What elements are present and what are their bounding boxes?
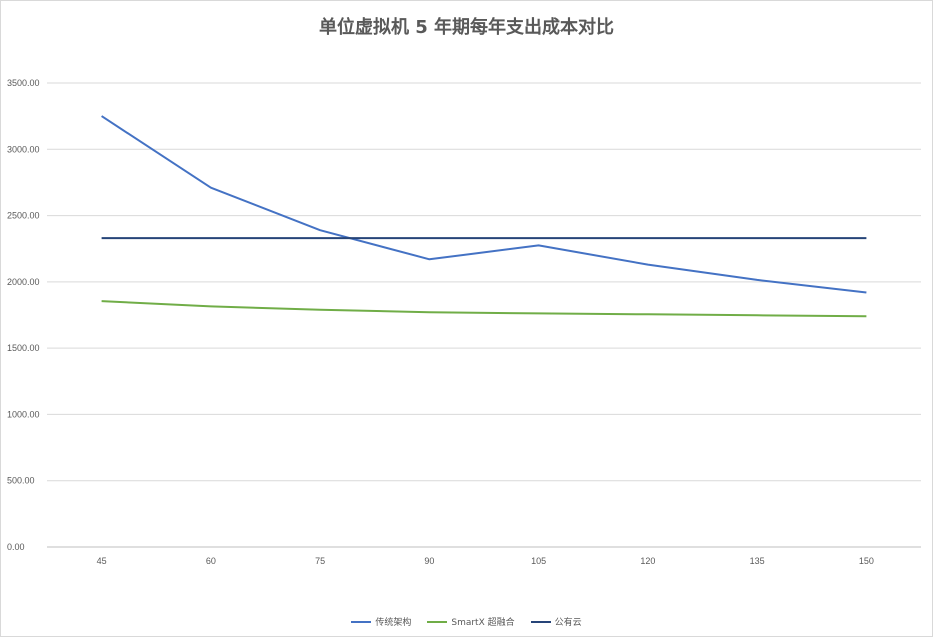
legend-swatch (427, 620, 448, 623)
x-tick-label: 75 (315, 556, 325, 566)
series-line-2 (101, 300, 867, 318)
y-tick-label: 3500.00 (7, 78, 40, 88)
y-tick-label: 2500.00 (7, 211, 40, 221)
legend-swatch (530, 620, 551, 623)
y-tick-label: 3000.00 (7, 144, 40, 154)
y-tick-label: 1500.00 (7, 343, 40, 353)
legend-label: SmartX 超融合 (451, 618, 515, 628)
x-tick-label: 150 (859, 556, 874, 566)
x-tick-label: 120 (640, 556, 655, 566)
y-tick-label: 500.00 (7, 476, 35, 486)
x-tick-label: 45 (97, 556, 107, 566)
chart-title: 单位虚拟机 5 年期每年支出成本对比 (318, 17, 615, 38)
x-tick-label: 135 (750, 556, 765, 566)
y-tick-label: 2000.00 (7, 277, 40, 287)
legend-label: 公有云 (554, 618, 582, 628)
x-tick-label: 90 (424, 556, 434, 566)
x-tick-label: 105 (531, 556, 546, 566)
legend-label: 传统架构 (375, 618, 412, 628)
y-tick-label: 1000.00 (7, 409, 40, 419)
legend-swatch (351, 620, 372, 623)
legend-item: SmartX 超融合 (427, 615, 515, 628)
legend-item: 公有云 (530, 615, 582, 628)
legend: 传统架构 SmartX 超融合 公有云 (1, 615, 932, 628)
legend-item: 传统架构 (351, 615, 411, 628)
y-tick-label: 0.00 (7, 542, 25, 552)
x-tick-label: 60 (206, 556, 216, 566)
series-line-1 (101, 115, 867, 294)
